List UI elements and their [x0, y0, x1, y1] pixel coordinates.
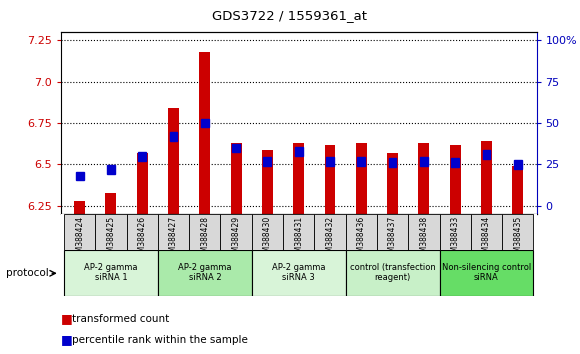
Bar	[440, 214, 471, 250]
Bar	[389, 159, 397, 167]
Text: GSM388429: GSM388429	[231, 216, 241, 262]
Text: percentile rank within the sample: percentile rank within the sample	[72, 335, 248, 345]
Text: GSM388430: GSM388430	[263, 216, 272, 262]
Bar	[252, 214, 283, 250]
Bar	[139, 152, 146, 160]
Text: ■: ■	[61, 312, 72, 325]
Text: GSM388427: GSM388427	[169, 216, 178, 262]
Bar	[512, 166, 523, 214]
Text: AP-2 gamma
siRNA 1: AP-2 gamma siRNA 1	[84, 263, 137, 282]
Bar	[137, 153, 148, 214]
Text: GSM388431: GSM388431	[294, 216, 303, 262]
Bar	[126, 214, 158, 250]
Bar	[189, 214, 220, 250]
Text: GSM388437: GSM388437	[388, 216, 397, 262]
Bar	[325, 144, 335, 214]
Bar	[232, 143, 240, 152]
Text: GSM388425: GSM388425	[107, 216, 115, 262]
Bar	[356, 143, 367, 214]
Text: GSM388426: GSM388426	[138, 216, 147, 262]
Bar	[263, 157, 271, 166]
Text: GDS3722 / 1559361_at: GDS3722 / 1559361_at	[212, 9, 368, 22]
Bar	[74, 201, 85, 214]
Bar	[107, 165, 115, 174]
Bar	[262, 149, 273, 214]
Bar	[158, 250, 252, 296]
Text: AP-2 gamma
siRNA 3: AP-2 gamma siRNA 3	[272, 263, 325, 282]
Bar	[200, 52, 211, 214]
Text: protocol: protocol	[6, 268, 49, 278]
Bar	[418, 143, 429, 214]
Bar	[346, 250, 440, 296]
Text: control (transfection
reagent): control (transfection reagent)	[350, 263, 436, 282]
Bar	[106, 193, 117, 214]
Bar	[64, 214, 95, 250]
Text: GSM388438: GSM388438	[419, 216, 429, 262]
Text: Non-silencing control
siRNA: Non-silencing control siRNA	[442, 263, 531, 282]
Bar	[481, 141, 492, 214]
Bar	[293, 143, 304, 214]
Text: GSM388428: GSM388428	[200, 216, 209, 262]
Bar	[168, 108, 179, 214]
Bar	[64, 250, 158, 296]
Bar	[326, 157, 334, 166]
Text: GSM388433: GSM388433	[451, 216, 459, 262]
Bar	[95, 214, 126, 250]
Bar	[502, 214, 534, 250]
Bar	[346, 214, 377, 250]
Bar	[420, 157, 428, 166]
Bar	[440, 250, 534, 296]
Text: GSM388424: GSM388424	[75, 216, 84, 262]
Text: GSM388432: GSM388432	[325, 216, 335, 262]
Text: GSM388436: GSM388436	[357, 216, 366, 262]
Bar	[252, 250, 346, 296]
Text: transformed count: transformed count	[72, 314, 170, 324]
Bar	[169, 132, 177, 141]
Text: ■: ■	[61, 333, 72, 346]
Bar	[408, 214, 440, 250]
Bar	[377, 214, 408, 250]
Bar	[295, 147, 303, 155]
Bar	[201, 119, 209, 127]
Text: GSM388435: GSM388435	[513, 216, 522, 262]
Bar	[158, 214, 189, 250]
Bar	[76, 172, 84, 181]
Bar	[283, 214, 314, 250]
Text: GSM388434: GSM388434	[482, 216, 491, 262]
Bar	[231, 143, 242, 214]
Bar	[314, 214, 346, 250]
Bar	[357, 157, 365, 166]
Bar	[471, 214, 502, 250]
Bar	[451, 159, 459, 167]
Bar	[514, 160, 521, 169]
Bar	[387, 153, 398, 214]
Bar	[483, 150, 490, 159]
Text: AP-2 gamma
siRNA 2: AP-2 gamma siRNA 2	[178, 263, 231, 282]
Bar	[450, 144, 461, 214]
Bar	[220, 214, 252, 250]
